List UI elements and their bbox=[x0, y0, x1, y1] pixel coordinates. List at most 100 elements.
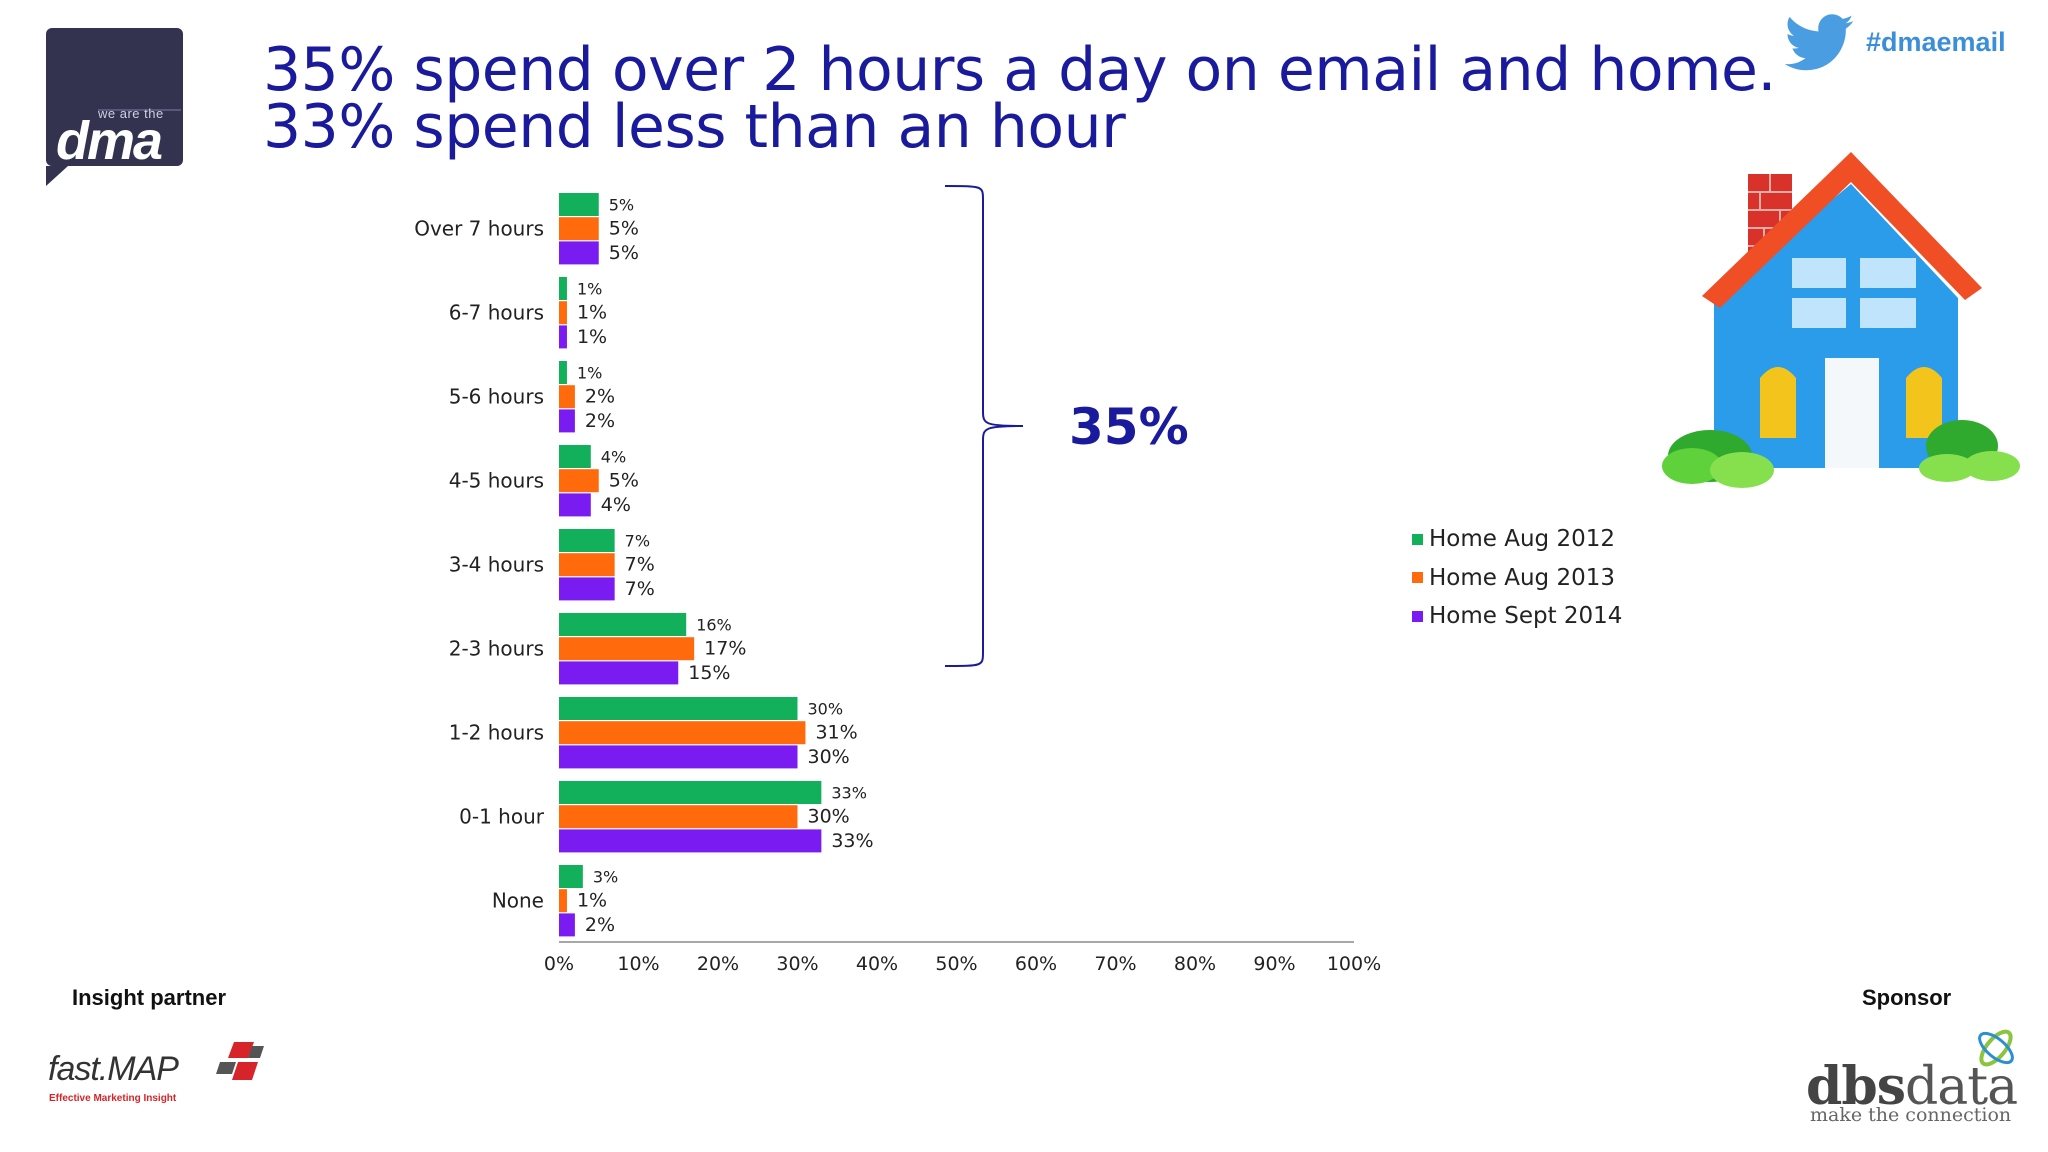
twitter-bird-icon[interactable] bbox=[1785, 14, 1855, 72]
category-label: None bbox=[492, 889, 544, 913]
bar-home-aug-2012 bbox=[559, 277, 567, 300]
category-label: 1-2 hours bbox=[449, 721, 544, 745]
insight-partner-label: Insight partner bbox=[72, 985, 227, 1010]
data-label: 17% bbox=[704, 638, 746, 660]
bar-home-aug-2012 bbox=[559, 445, 591, 468]
legend-label: Home Sept 2014 bbox=[1429, 603, 1623, 630]
bar-home-aug-2013 bbox=[559, 553, 615, 577]
bar-home-aug-2013 bbox=[559, 805, 798, 829]
dma-logo-tagline: we are the bbox=[98, 106, 164, 121]
data-label: 5% bbox=[609, 242, 639, 264]
title-line-2: 33% spend less than an hour bbox=[263, 92, 1126, 162]
bar-home-sept-2014 bbox=[559, 241, 599, 265]
category-label: 3-4 hours bbox=[449, 553, 544, 577]
category-labels: Over 7 hours 6-7 hours 5-6 hours 4-5 hours 3… bbox=[414, 217, 545, 913]
x-tick-label: 40% bbox=[856, 953, 898, 975]
x-tick-label: 50% bbox=[935, 953, 977, 975]
x-tick-label: 80% bbox=[1174, 953, 1216, 975]
x-tick-label: 20% bbox=[697, 953, 739, 975]
hashtag-label[interactable]: #dmaemail bbox=[1866, 27, 2006, 57]
sponsor-label: Sponsor bbox=[1862, 985, 1952, 1010]
data-label: 30% bbox=[808, 806, 850, 828]
bar-home-aug-2012 bbox=[559, 781, 822, 804]
dma-logo-shape bbox=[46, 109, 181, 186]
dbsdata-logo[interactable]: dbsdata make the connection bbox=[1806, 1022, 2026, 1132]
bar-home-aug-2012 bbox=[559, 193, 599, 216]
data-label: 1% bbox=[577, 890, 607, 912]
x-tick-label: 60% bbox=[1015, 953, 1057, 975]
data-label: 1% bbox=[577, 302, 607, 324]
data-label: 1% bbox=[577, 364, 602, 383]
x-tick-label: 30% bbox=[776, 953, 818, 975]
legend-label: Home Aug 2013 bbox=[1429, 564, 1615, 591]
legend: Home Aug 2012 Home Aug 2013 Home Sept 2014 bbox=[1412, 520, 1622, 636]
data-label: 1% bbox=[577, 326, 607, 348]
data-label: 30% bbox=[808, 700, 844, 719]
data-label: 3% bbox=[593, 868, 618, 887]
dbsdata-logo-mark bbox=[1978, 1029, 2014, 1067]
bar-home-aug-2012 bbox=[559, 613, 687, 636]
bracket bbox=[944, 185, 1024, 667]
fastmap-logo[interactable]: fast.MAP Effective Marketing Insight bbox=[46, 1040, 266, 1110]
category-label: 6-7 hours bbox=[449, 301, 544, 325]
legend-item: Home Aug 2013 bbox=[1412, 559, 1622, 598]
dma-logo[interactable]: we are the dma bbox=[46, 28, 183, 186]
x-tick-label: 90% bbox=[1253, 953, 1295, 975]
bar-home-aug-2013 bbox=[559, 637, 695, 661]
bar-home-sept-2014 bbox=[559, 325, 567, 349]
category-label: 0-1 hour bbox=[459, 805, 545, 829]
bar-home-sept-2014 bbox=[559, 493, 591, 517]
fastmap-logo-mark bbox=[216, 1042, 264, 1080]
x-tick-labels: 0% 10% 20% 30% 40% 50% 60% 70% 80% 90% 100% bbox=[544, 953, 1381, 975]
bar-home-aug-2012 bbox=[559, 529, 615, 552]
dbsdata-logo-name: dbsdata bbox=[1806, 1056, 2018, 1117]
data-label: 33% bbox=[831, 830, 873, 852]
dma-logo-word: dma bbox=[56, 111, 163, 171]
data-label: 2% bbox=[585, 386, 615, 408]
bar-home-aug-2013 bbox=[559, 889, 567, 913]
data-label: 5% bbox=[609, 218, 639, 240]
bars-group bbox=[559, 193, 822, 937]
x-tick-label: 100% bbox=[1327, 953, 1381, 975]
legend-item: Home Sept 2014 bbox=[1412, 597, 1622, 636]
fastmap-logo-tagline: Effective Marketing Insight bbox=[49, 1093, 177, 1104]
bar-home-sept-2014 bbox=[559, 913, 575, 937]
page-title: 35% spend over 2 hours a day on email an… bbox=[263, 40, 1777, 162]
data-label: 7% bbox=[625, 578, 655, 600]
data-label: 15% bbox=[688, 662, 730, 684]
bar-home-aug-2013 bbox=[559, 217, 599, 241]
data-label: 31% bbox=[815, 722, 857, 744]
bar-home-sept-2014 bbox=[559, 661, 679, 685]
bar-home-aug-2013 bbox=[559, 301, 567, 325]
bar-home-sept-2014 bbox=[559, 829, 822, 853]
data-label: 4% bbox=[601, 494, 631, 516]
data-label: 2% bbox=[585, 914, 615, 936]
legend-item: Home Aug 2012 bbox=[1412, 520, 1622, 559]
fastmap-logo-name: fast.MAP bbox=[48, 1050, 179, 1088]
data-label: 5% bbox=[609, 196, 634, 215]
data-label: 7% bbox=[625, 554, 655, 576]
x-tick-label: 0% bbox=[544, 953, 574, 975]
legend-label: Home Aug 2012 bbox=[1429, 526, 1615, 553]
bracket-callout: 35% bbox=[1069, 398, 1189, 456]
value-labels: 5%5%5%1%1%1%1%2%2%4%5%4%7%7%7%16%17%15%3… bbox=[577, 196, 874, 936]
bar-home-aug-2012 bbox=[559, 865, 583, 888]
data-label: 7% bbox=[625, 532, 650, 551]
bar-home-aug-2013 bbox=[559, 721, 806, 745]
category-label: Over 7 hours bbox=[414, 217, 544, 241]
bar-home-aug-2013 bbox=[559, 385, 575, 409]
bar-home-sept-2014 bbox=[559, 409, 575, 433]
data-label: 4% bbox=[601, 448, 626, 467]
legend-swatch bbox=[1412, 533, 1423, 545]
data-label: 2% bbox=[585, 410, 615, 432]
data-label: 33% bbox=[831, 784, 867, 803]
x-tick-label: 70% bbox=[1094, 953, 1136, 975]
bar-home-aug-2012 bbox=[559, 361, 567, 384]
category-label: 2-3 hours bbox=[449, 637, 544, 661]
legend-swatch bbox=[1412, 610, 1423, 622]
data-label: 30% bbox=[808, 746, 850, 768]
category-label: 5-6 hours bbox=[449, 385, 544, 409]
dbsdata-logo-tagline: make the connection bbox=[1810, 1104, 2012, 1126]
bar-home-aug-2012 bbox=[559, 697, 798, 720]
house-illustration bbox=[1662, 152, 2020, 488]
